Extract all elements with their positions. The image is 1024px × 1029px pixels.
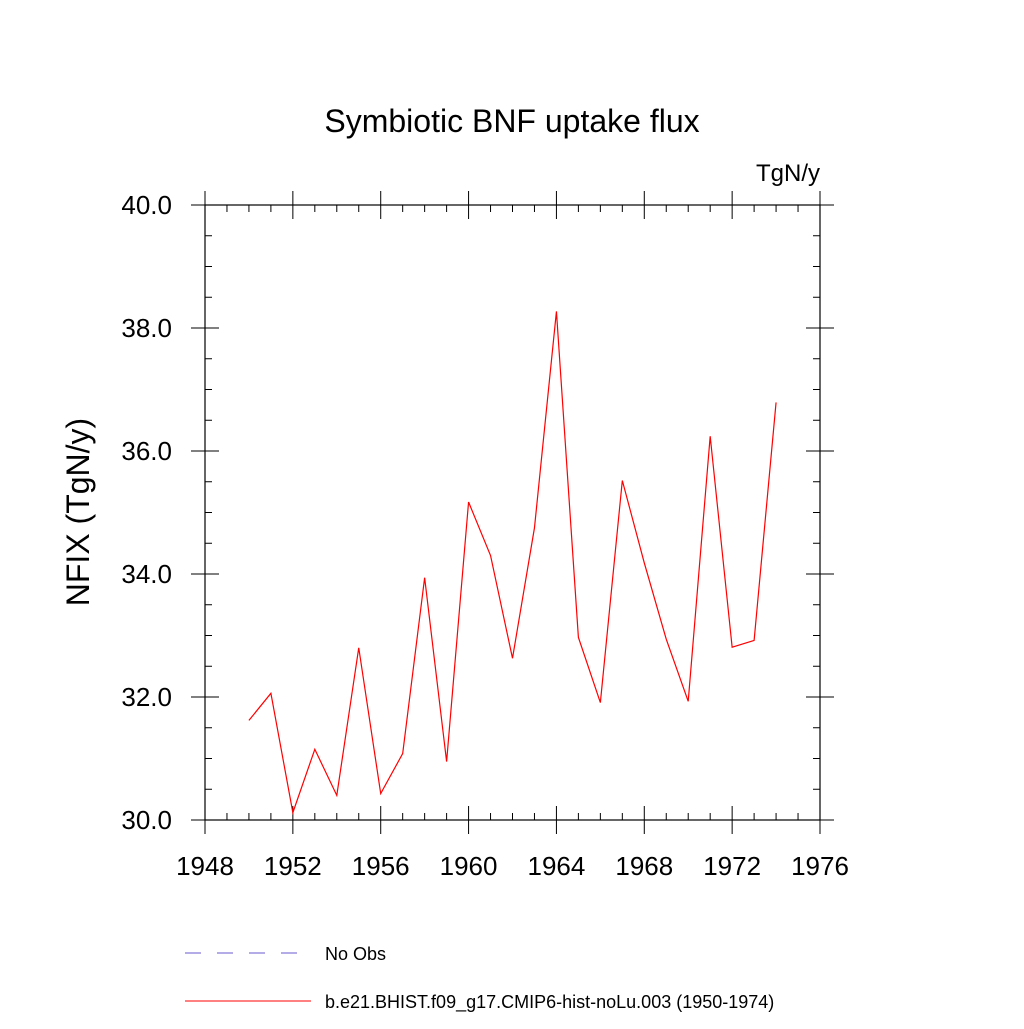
y-tick-label: 34.0 (121, 559, 172, 589)
x-tick-label: 1956 (352, 851, 410, 881)
units-label: TgN/y (756, 160, 820, 187)
legend-label: b.e21.BHIST.f09_g17.CMIP6-hist-noLu.003 … (325, 992, 774, 1013)
chart-title: Symbiotic BNF uptake flux (324, 103, 699, 139)
x-tick-label: 1952 (264, 851, 322, 881)
x-tick-label: 1976 (791, 851, 849, 881)
series-layer (249, 311, 776, 812)
axes: 1948 1952 1956 1960 1964 1968 1972 1976 30.0 32.0… (121, 190, 849, 881)
legend: No Obs b.e21.BHIST.f09_g17.CMIP6-hist-noL… (185, 944, 774, 1013)
x-tick-label: 1960 (440, 851, 498, 881)
y-tick-label: 38.0 (121, 313, 172, 343)
y-tick-label: 30.0 (121, 805, 172, 835)
y-tick-label: 32.0 (121, 682, 172, 712)
x-tick-label: 1968 (615, 851, 673, 881)
x-tick-label: 1972 (703, 851, 761, 881)
y-tick-label: 40.0 (121, 190, 172, 220)
legend-label: No Obs (325, 944, 386, 964)
series-line (249, 311, 776, 812)
x-tick-label: 1964 (528, 851, 586, 881)
y-tick-label: 36.0 (121, 436, 172, 466)
plot-frame (205, 205, 820, 820)
y-axis-label: NFIX (TgN/y) (60, 418, 96, 606)
x-tick-label: 1948 (176, 851, 234, 881)
